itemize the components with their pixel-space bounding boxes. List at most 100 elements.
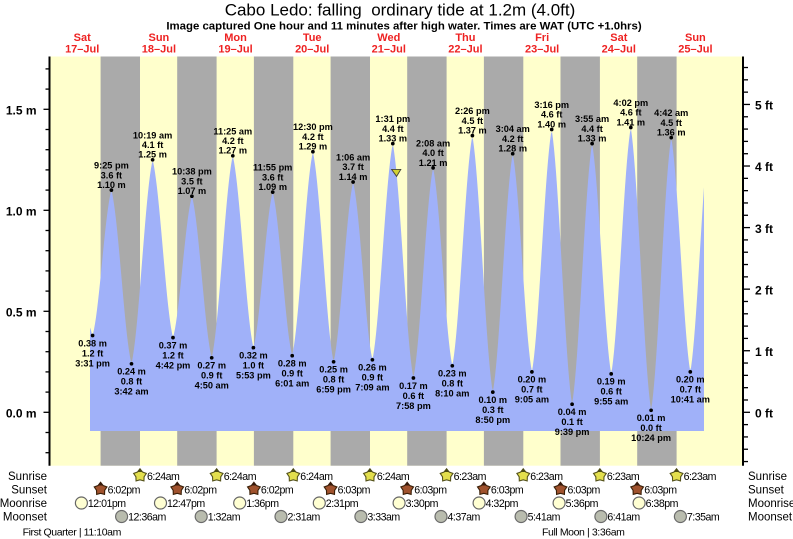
svg-text:0.28 m: 0.28 m <box>278 359 307 369</box>
svg-text:Sunset: Sunset <box>11 485 48 497</box>
svg-text:8:50 pm: 8:50 pm <box>475 415 510 425</box>
svg-text:0.37 m: 0.37 m <box>159 340 188 350</box>
svg-text:1.5 m: 1.5 m <box>6 104 37 118</box>
svg-text:5:36pm: 5:36pm <box>566 498 599 510</box>
svg-text:0.0 m: 0.0 m <box>6 407 37 421</box>
svg-text:0.23 m: 0.23 m <box>438 369 467 379</box>
svg-text:6:02pm: 6:02pm <box>261 485 294 497</box>
svg-text:2:31pm: 2:31pm <box>326 498 359 510</box>
svg-text:3:30pm: 3:30pm <box>406 498 439 510</box>
svg-text:10:19 am: 10:19 am <box>133 130 172 140</box>
svg-text:9:25 pm: 9:25 pm <box>94 161 129 171</box>
svg-text:Fri: Fri <box>535 32 549 44</box>
svg-text:9:55 am: 9:55 am <box>594 397 628 407</box>
svg-text:4.4 ft: 4.4 ft <box>382 124 403 134</box>
svg-text:0.19 m: 0.19 m <box>597 377 626 387</box>
svg-text:Full Moon | 3:36am: Full Moon | 3:36am <box>542 527 625 539</box>
svg-text:9:05 am: 9:05 am <box>515 395 549 405</box>
svg-text:6:23am: 6:23am <box>530 471 563 483</box>
svg-text:12:36am: 12:36am <box>128 512 166 524</box>
svg-text:7:35am: 7:35am <box>687 512 720 524</box>
svg-text:4:42 pm: 4:42 pm <box>156 360 191 370</box>
svg-text:1.41 m: 1.41 m <box>616 117 645 127</box>
svg-text:4:32pm: 4:32pm <box>486 498 519 510</box>
svg-text:0.9 ft: 0.9 ft <box>281 369 302 379</box>
svg-text:11:25 am: 11:25 am <box>213 126 252 136</box>
svg-text:0.0 ft: 0.0 ft <box>640 423 661 433</box>
svg-text:Sat: Sat <box>610 32 627 44</box>
svg-text:1:06 am: 1:06 am <box>336 153 370 163</box>
svg-text:12:01pm: 12:01pm <box>88 498 126 510</box>
svg-text:0.9 ft: 0.9 ft <box>201 371 222 381</box>
svg-text:1.28 m: 1.28 m <box>498 144 527 154</box>
svg-text:3.5 ft: 3.5 ft <box>181 176 202 186</box>
svg-text:17–Jul: 17–Jul <box>65 44 99 56</box>
svg-text:10:38 pm: 10:38 pm <box>172 167 212 177</box>
svg-text:Image captured One hour and 11: Image captured One hour and 11 minutes a… <box>166 21 641 33</box>
svg-text:5:53 pm: 5:53 pm <box>236 371 271 381</box>
svg-text:3:55 am: 3:55 am <box>575 114 609 124</box>
svg-text:25–Jul: 25–Jul <box>678 44 712 56</box>
svg-text:24–Jul: 24–Jul <box>602 44 636 56</box>
svg-text:Sunset: Sunset <box>748 485 785 497</box>
svg-text:6:02pm: 6:02pm <box>108 485 141 497</box>
svg-text:0.9 ft: 0.9 ft <box>362 373 383 383</box>
svg-text:0.27 m: 0.27 m <box>197 361 226 371</box>
svg-text:4.0 ft: 4.0 ft <box>422 148 443 158</box>
svg-text:4 ft: 4 ft <box>755 160 773 174</box>
svg-text:6:03pm: 6:03pm <box>568 485 601 497</box>
svg-text:0.8 ft: 0.8 ft <box>121 377 142 387</box>
svg-text:4:42 am: 4:42 am <box>654 108 688 118</box>
svg-text:5:41am: 5:41am <box>528 512 561 524</box>
svg-text:6:23am: 6:23am <box>454 471 487 483</box>
svg-text:6:23am: 6:23am <box>607 471 640 483</box>
svg-text:1.0 m: 1.0 m <box>6 205 37 219</box>
svg-text:18–Jul: 18–Jul <box>142 44 176 56</box>
svg-text:0.8 ft: 0.8 ft <box>323 375 344 385</box>
svg-text:0.1 ft: 0.1 ft <box>561 417 582 427</box>
svg-text:6:59 pm: 6:59 pm <box>316 385 351 395</box>
svg-text:6:23am: 6:23am <box>684 471 717 483</box>
svg-text:Sun: Sun <box>149 32 170 44</box>
svg-text:6:03pm: 6:03pm <box>338 485 371 497</box>
svg-text:6:24am: 6:24am <box>377 471 410 483</box>
svg-text:0.25 m: 0.25 m <box>319 365 348 375</box>
svg-text:Moonrise: Moonrise <box>748 498 793 510</box>
svg-text:Wed: Wed <box>377 32 400 44</box>
svg-text:3:42 am: 3:42 am <box>114 387 148 397</box>
svg-text:23–Jul: 23–Jul <box>525 44 559 56</box>
svg-text:Thu: Thu <box>455 32 475 44</box>
svg-text:3:04 am: 3:04 am <box>496 124 530 134</box>
svg-text:1.33 m: 1.33 m <box>378 134 407 144</box>
svg-text:4.2 ft: 4.2 ft <box>222 136 243 146</box>
svg-text:Sunrise: Sunrise <box>8 471 47 483</box>
svg-text:0.26 m: 0.26 m <box>358 363 387 373</box>
svg-text:6:24am: 6:24am <box>224 471 257 483</box>
svg-text:Sunrise: Sunrise <box>748 471 787 483</box>
svg-text:1.09 m: 1.09 m <box>258 182 287 192</box>
svg-text:1.29 m: 1.29 m <box>299 142 328 152</box>
svg-text:Moonset: Moonset <box>3 512 48 524</box>
svg-text:2:31am: 2:31am <box>288 512 321 524</box>
svg-text:1:36pm: 1:36pm <box>246 498 279 510</box>
svg-text:5 ft: 5 ft <box>755 99 773 113</box>
svg-text:6:38pm: 6:38pm <box>646 498 679 510</box>
svg-text:4:50 am: 4:50 am <box>195 381 229 391</box>
svg-text:3:33am: 3:33am <box>367 512 400 524</box>
svg-text:3.6 ft: 3.6 ft <box>101 170 122 180</box>
svg-text:1.21 m: 1.21 m <box>419 158 448 168</box>
svg-text:12:30 pm: 12:30 pm <box>293 122 333 132</box>
svg-text:7:09 am: 7:09 am <box>355 383 389 393</box>
svg-text:10:24 pm: 10:24 pm <box>631 433 671 443</box>
svg-text:1.14 m: 1.14 m <box>339 172 368 182</box>
svg-text:0.17 m: 0.17 m <box>399 381 428 391</box>
svg-text:6:24am: 6:24am <box>300 471 333 483</box>
svg-text:1.2 ft: 1.2 ft <box>82 348 103 358</box>
svg-text:7:58 pm: 7:58 pm <box>396 401 431 411</box>
svg-text:2:26 pm: 2:26 pm <box>455 106 490 116</box>
svg-text:0.7 ft: 0.7 ft <box>521 385 542 395</box>
svg-text:21–Jul: 21–Jul <box>372 44 406 56</box>
svg-text:0.20 m: 0.20 m <box>676 375 705 385</box>
svg-text:4.6 ft: 4.6 ft <box>541 110 562 120</box>
svg-text:Moonset: Moonset <box>748 512 793 524</box>
